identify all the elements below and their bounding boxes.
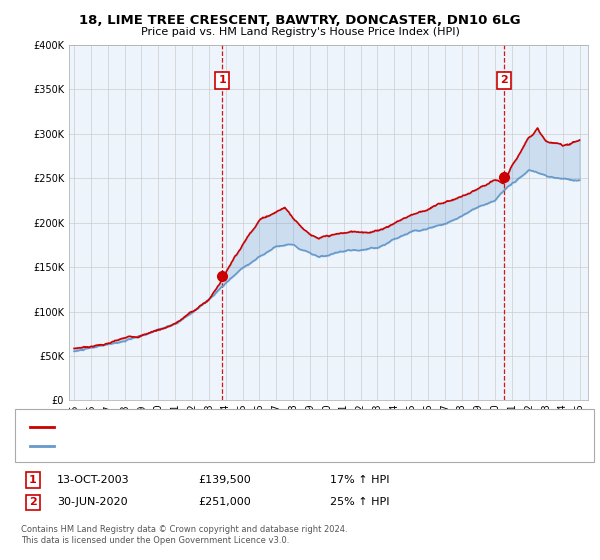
Text: 25% ↑ HPI: 25% ↑ HPI	[330, 497, 389, 507]
Text: 2: 2	[29, 497, 37, 507]
Text: 18, LIME TREE CRESCENT, BAWTRY, DONCASTER, DN10 6LG: 18, LIME TREE CRESCENT, BAWTRY, DONCASTE…	[79, 14, 521, 27]
Text: 30-JUN-2020: 30-JUN-2020	[57, 497, 128, 507]
Text: 1: 1	[218, 76, 226, 85]
Text: Contains HM Land Registry data © Crown copyright and database right 2024.
This d: Contains HM Land Registry data © Crown c…	[21, 525, 347, 545]
Text: £251,000: £251,000	[198, 497, 251, 507]
Text: 18, LIME TREE CRESCENT, BAWTRY, DONCASTER, DN10 6LG (detached house): 18, LIME TREE CRESCENT, BAWTRY, DONCASTE…	[60, 422, 467, 432]
Text: HPI: Average price, detached house, Doncaster: HPI: Average price, detached house, Donc…	[60, 441, 307, 451]
Text: 1: 1	[29, 475, 37, 485]
Text: 2: 2	[500, 76, 508, 85]
Text: 13-OCT-2003: 13-OCT-2003	[57, 475, 130, 485]
Text: 17% ↑ HPI: 17% ↑ HPI	[330, 475, 389, 485]
Text: £139,500: £139,500	[198, 475, 251, 485]
Text: Price paid vs. HM Land Registry's House Price Index (HPI): Price paid vs. HM Land Registry's House …	[140, 27, 460, 37]
